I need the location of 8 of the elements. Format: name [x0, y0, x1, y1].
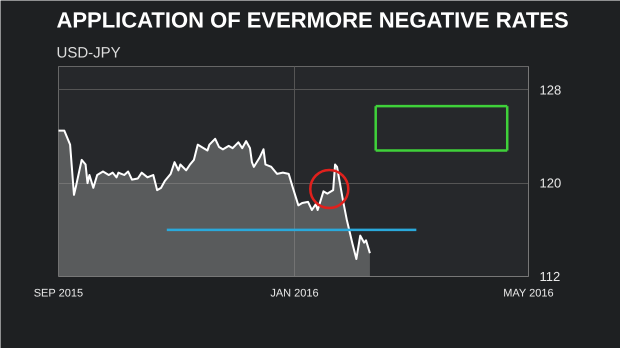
y-tick-label: 112: [540, 269, 560, 284]
y-tick-label: 128: [540, 82, 562, 98]
y-tick-label: 120: [540, 176, 562, 191]
x-tick-label: JAN 2016: [270, 288, 319, 300]
x-tick-label: MAY 2016: [503, 288, 554, 300]
chart-title: APPLICATION OF EVERMORE NEGATIVE RATES: [56, 8, 569, 32]
x-tick-label: SEP 2015: [34, 288, 84, 300]
chart-subtitle: USD-JPY: [56, 44, 121, 62]
